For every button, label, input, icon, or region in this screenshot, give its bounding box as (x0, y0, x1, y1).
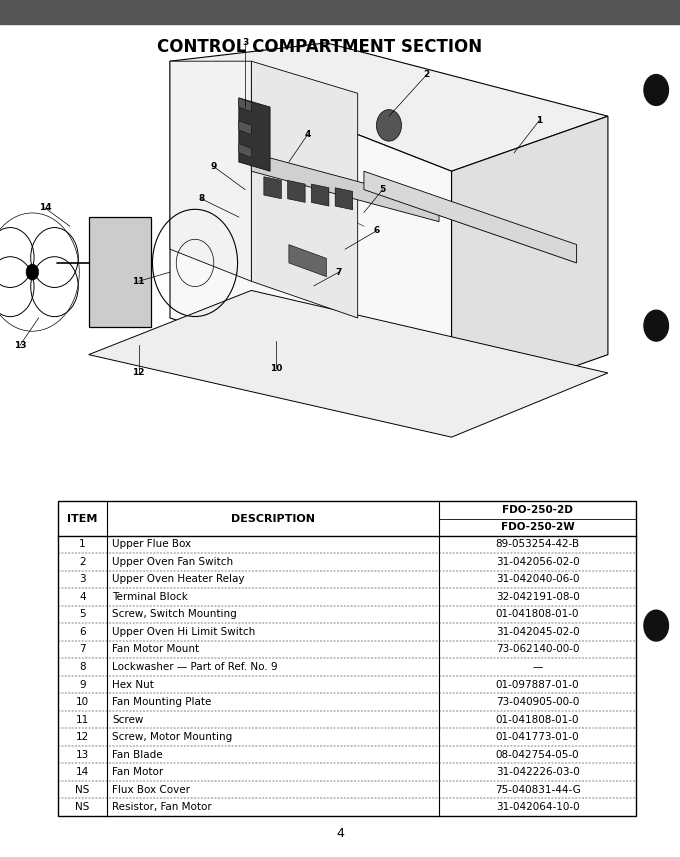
Text: NS: NS (75, 802, 90, 812)
Text: 10: 10 (75, 697, 89, 707)
Text: 4: 4 (336, 826, 344, 840)
Text: 6: 6 (79, 627, 86, 637)
Text: Upper Oven Heater Relay: Upper Oven Heater Relay (112, 574, 245, 584)
Text: Hex Nut: Hex Nut (112, 680, 154, 690)
Text: 01-097887-01-0: 01-097887-01-0 (496, 680, 579, 690)
Text: 13: 13 (14, 341, 26, 350)
Polygon shape (252, 153, 439, 222)
Polygon shape (239, 98, 270, 171)
Text: 5: 5 (79, 609, 86, 620)
Text: 13: 13 (75, 750, 89, 759)
Text: Lockwasher — Part of Ref. No. 9: Lockwasher — Part of Ref. No. 9 (112, 662, 278, 672)
Text: 10: 10 (270, 364, 282, 373)
Text: 31-042045-02-0: 31-042045-02-0 (496, 627, 579, 637)
Text: 8: 8 (198, 195, 205, 203)
Text: FDO-250-2D: FDO-250-2D (502, 506, 573, 515)
Text: DESCRIPTION: DESCRIPTION (231, 513, 315, 524)
Polygon shape (452, 117, 608, 410)
Circle shape (644, 610, 668, 641)
Text: Screw, Motor Mounting: Screw, Motor Mounting (112, 732, 233, 742)
Text: 01-041773-01-0: 01-041773-01-0 (496, 732, 579, 742)
Polygon shape (239, 98, 252, 111)
Text: 6: 6 (373, 226, 379, 236)
Text: NS: NS (75, 785, 90, 794)
Text: 08-042754-05-0: 08-042754-05-0 (496, 750, 579, 759)
Text: 4: 4 (79, 592, 86, 602)
Text: Upper Oven Hi Limit Switch: Upper Oven Hi Limit Switch (112, 627, 256, 637)
Bar (58, 501, 636, 816)
Text: Fan Mounting Plate: Fan Mounting Plate (112, 697, 211, 707)
Text: ITEM: ITEM (67, 513, 97, 524)
Text: 73-040905-00-0: 73-040905-00-0 (496, 697, 579, 707)
Text: 9: 9 (79, 680, 86, 690)
Text: 12: 12 (133, 369, 145, 377)
Text: 12: 12 (75, 732, 89, 742)
Text: 01-041808-01-0: 01-041808-01-0 (496, 609, 579, 620)
Text: 14: 14 (75, 767, 89, 777)
Circle shape (644, 310, 668, 341)
Polygon shape (264, 177, 282, 199)
Text: 89-053254-42-B: 89-053254-42-B (496, 539, 579, 549)
Polygon shape (170, 43, 608, 171)
Text: 9: 9 (211, 162, 217, 171)
Text: Fan Motor Mount: Fan Motor Mount (112, 644, 199, 655)
Polygon shape (335, 188, 353, 210)
Text: Upper Oven Fan Switch: Upper Oven Fan Switch (112, 557, 233, 567)
Text: 2: 2 (79, 557, 86, 567)
Text: Fan Motor: Fan Motor (112, 767, 164, 777)
Text: 31-042040-06-0: 31-042040-06-0 (496, 574, 579, 584)
Circle shape (26, 264, 39, 280)
Text: 73-062140-00-0: 73-062140-00-0 (496, 644, 579, 655)
Text: Screw, Switch Mounting: Screw, Switch Mounting (112, 609, 237, 620)
Polygon shape (252, 61, 358, 318)
Bar (0, 0, 680, 24)
Text: 31-042064-10-0: 31-042064-10-0 (496, 802, 579, 812)
Text: 32-042191-08-0: 32-042191-08-0 (496, 592, 579, 602)
Polygon shape (88, 217, 151, 327)
Text: 1: 1 (536, 117, 542, 125)
Text: 5: 5 (379, 185, 386, 194)
Circle shape (644, 75, 668, 105)
Polygon shape (288, 180, 305, 202)
Text: 75-040831-44-G: 75-040831-44-G (494, 785, 581, 794)
Text: 3: 3 (79, 574, 86, 584)
Polygon shape (311, 184, 329, 206)
Polygon shape (239, 144, 252, 158)
Text: Flux Box Cover: Flux Box Cover (112, 785, 190, 794)
Text: 31-042226-03-0: 31-042226-03-0 (496, 767, 579, 777)
Text: 8: 8 (79, 662, 86, 672)
Text: —: — (532, 662, 543, 672)
Text: Upper Flue Box: Upper Flue Box (112, 539, 192, 549)
Text: Resistor, Fan Motor: Resistor, Fan Motor (112, 802, 212, 812)
Text: Fan Blade: Fan Blade (112, 750, 163, 759)
Text: 3: 3 (242, 39, 248, 47)
Text: Terminal Block: Terminal Block (112, 592, 188, 602)
Polygon shape (364, 171, 577, 263)
Text: 1: 1 (79, 539, 86, 549)
Text: 11: 11 (133, 277, 145, 285)
Polygon shape (239, 121, 252, 135)
Text: 2: 2 (424, 70, 430, 80)
Circle shape (377, 110, 401, 141)
Text: 14: 14 (39, 203, 51, 213)
Polygon shape (88, 291, 608, 437)
Text: 31-042056-02-0: 31-042056-02-0 (496, 557, 579, 567)
Text: FDO-250-2W: FDO-250-2W (500, 523, 575, 532)
Text: 7: 7 (336, 267, 342, 277)
Polygon shape (289, 244, 326, 277)
Text: CONTROL COMPARTMENT SECTION: CONTROL COMPARTMENT SECTION (157, 38, 482, 57)
Polygon shape (170, 61, 452, 410)
Text: 4: 4 (305, 130, 311, 139)
Text: 7: 7 (79, 644, 86, 655)
Text: 01-041808-01-0: 01-041808-01-0 (496, 715, 579, 724)
Text: Screw: Screw (112, 715, 143, 724)
Text: 11: 11 (75, 715, 89, 724)
Polygon shape (170, 61, 252, 281)
